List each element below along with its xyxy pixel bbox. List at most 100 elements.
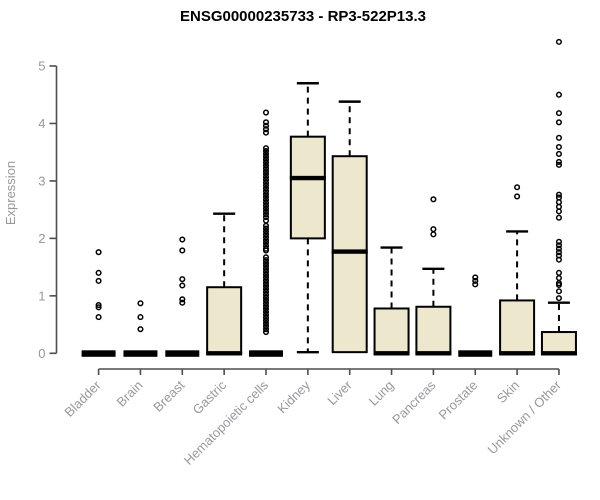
outlier-point-hematopoietic-cells <box>262 191 270 198</box>
outlier-point-unknown-other <box>555 288 563 295</box>
outlier-point-hematopoietic-cells <box>262 159 270 166</box>
outlier-point-hematopoietic-cells <box>262 165 270 172</box>
outlier-point-hematopoietic-cells <box>262 176 270 183</box>
box-collapsed-bladder <box>81 350 116 357</box>
box-skin <box>499 299 536 355</box>
outlier-point-hematopoietic-cells <box>262 231 270 238</box>
box-gastric <box>206 286 243 355</box>
y-tick-label: 2 <box>38 231 45 246</box>
outlier-point-hematopoietic-cells <box>262 182 270 189</box>
outlier-point-hematopoietic-cells <box>262 205 270 212</box>
outlier-point-unknown-other <box>555 134 563 141</box>
x-tick-label: Unknown / Other <box>484 377 564 457</box>
outlier-point-brain <box>137 300 144 307</box>
outlier-point-hematopoietic-cells <box>262 202 270 209</box>
outlier-point-unknown-other <box>555 208 563 215</box>
outlier-point-hematopoietic-cells <box>262 262 270 270</box>
outlier-point-hematopoietic-cells <box>262 297 270 304</box>
outlier-point-hematopoietic-cells <box>262 145 270 152</box>
median-lung <box>373 351 410 356</box>
median-liver <box>331 249 368 254</box>
outlier-point-breast <box>179 236 186 243</box>
box-lung <box>373 307 410 355</box>
box-collapsed-brain <box>123 350 158 357</box>
x-tick-label: Skin <box>494 378 522 406</box>
box-collapsed-breast <box>165 350 200 357</box>
median-unknown-other <box>540 351 577 356</box>
outlier-point-unknown-other <box>555 110 563 117</box>
outlier-point-hematopoietic-cells <box>262 294 270 301</box>
outlier-point-hematopoietic-cells <box>262 308 270 315</box>
outlier-point-hematopoietic-cells <box>262 271 270 278</box>
outlier-point-hematopoietic-cells <box>262 328 270 336</box>
outlier-point-hematopoietic-cells <box>262 228 270 235</box>
outlier-point-unknown-other <box>555 214 563 221</box>
outlier-point-unknown-other <box>555 281 563 288</box>
outlier-point-hematopoietic-cells <box>262 283 270 290</box>
outlier-point-hematopoietic-cells <box>262 317 270 324</box>
box-unknown-other <box>540 331 577 355</box>
outlier-point-hematopoietic-cells <box>262 314 270 321</box>
outlier-point-unknown-other <box>555 249 563 256</box>
x-tick-label: Gastric <box>190 377 230 417</box>
outlier-point-hematopoietic-cells <box>262 173 270 180</box>
y-tick-label: 0 <box>38 346 45 361</box>
outlier-point-hematopoietic-cells <box>262 199 270 206</box>
outlier-point-unknown-other <box>555 161 563 168</box>
outlier-point-hematopoietic-cells <box>262 225 270 232</box>
outlier-point-hematopoietic-cells <box>262 211 270 218</box>
outlier-point-hematopoietic-cells <box>262 196 270 203</box>
outlier-point-hematopoietic-cells <box>262 320 270 327</box>
outlier-point-hematopoietic-cells <box>262 119 270 126</box>
box-collapsed-hematopoietic-cells <box>249 350 283 357</box>
outlier-point-hematopoietic-cells <box>262 170 270 178</box>
outlier-point-unknown-other <box>555 274 563 282</box>
outlier-point-hematopoietic-cells <box>262 214 270 221</box>
outlier-point-pancreas <box>430 226 437 233</box>
box-kidney <box>289 135 326 240</box>
x-tick-label: Lung <box>366 378 397 409</box>
outlier-point-unknown-other <box>555 143 563 151</box>
outlier-point-hematopoietic-cells <box>262 268 270 275</box>
outlier-point-hematopoietic-cells <box>262 257 270 264</box>
outlier-point-unknown-other <box>555 91 563 98</box>
chart-title: ENSG00000235733 - RP3-522P13.3 <box>180 8 426 25</box>
outlier-point-hematopoietic-cells <box>262 300 270 307</box>
outlier-point-hematopoietic-cells <box>262 254 270 261</box>
outlier-point-hematopoietic-cells <box>262 179 270 186</box>
outlier-point-unknown-other <box>555 119 563 126</box>
outlier-point-hematopoietic-cells <box>262 222 270 229</box>
outlier-point-breast <box>179 247 186 254</box>
outlier-point-hematopoietic-cells <box>262 188 270 195</box>
outlier-point-hematopoietic-cells <box>262 217 270 224</box>
x-tick-label: Breast <box>150 377 187 414</box>
y-axis-title: Expression <box>3 161 18 225</box>
outlier-point-hematopoietic-cells <box>262 280 270 287</box>
outlier-point-hematopoietic-cells <box>262 109 270 116</box>
outlier-point-hematopoietic-cells <box>262 156 270 163</box>
outlier-point-bladder <box>95 269 102 276</box>
y-tick-label: 4 <box>38 116 45 131</box>
median-pancreas <box>415 351 452 356</box>
outlier-point-hematopoietic-cells <box>262 326 270 333</box>
outlier-point-hematopoietic-cells <box>262 153 270 160</box>
outlier-point-unknown-other <box>555 269 563 276</box>
outlier-point-brain <box>137 326 144 333</box>
outlier-point-unknown-other <box>555 256 563 263</box>
outlier-point-bladder <box>95 304 102 311</box>
outlier-point-unknown-other <box>555 295 563 302</box>
outlier-point-hematopoietic-cells <box>262 277 270 284</box>
outlier-point-bladder <box>95 314 102 321</box>
outlier-point-unknown-other <box>555 158 563 166</box>
outlier-point-breast <box>179 299 186 306</box>
outlier-point-hematopoietic-cells <box>262 234 270 241</box>
box-liver <box>331 155 368 354</box>
outlier-point-hematopoietic-cells <box>262 239 270 247</box>
outlier-point-unknown-other <box>555 150 563 157</box>
outlier-point-pancreas <box>430 231 437 238</box>
x-tick-label: Kidney <box>274 377 313 416</box>
outlier-point-hematopoietic-cells <box>262 260 270 267</box>
outlier-point-hematopoietic-cells <box>262 291 270 298</box>
outlier-point-skin <box>514 193 521 200</box>
